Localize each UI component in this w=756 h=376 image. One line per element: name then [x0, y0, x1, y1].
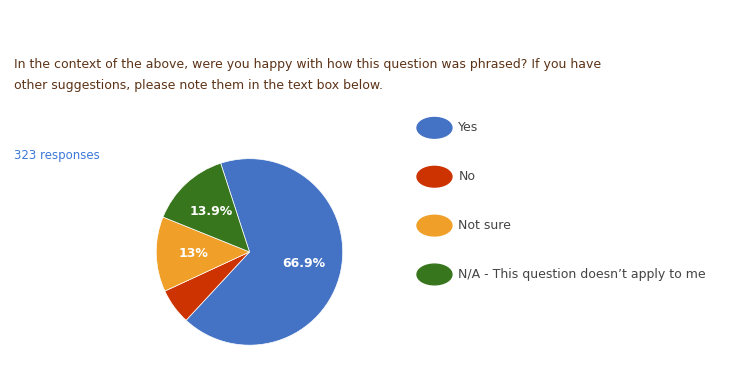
Circle shape: [417, 264, 452, 285]
Circle shape: [417, 215, 452, 236]
Text: 13.9%: 13.9%: [190, 205, 233, 217]
Text: The Marginalisation Question: The Marginalisation Question: [11, 16, 264, 31]
Text: No: No: [458, 170, 476, 183]
Wedge shape: [156, 217, 249, 291]
Text: Not sure: Not sure: [458, 219, 511, 232]
Circle shape: [417, 117, 452, 138]
Text: 66.9%: 66.9%: [283, 258, 326, 270]
Text: Yes: Yes: [458, 121, 479, 134]
Circle shape: [417, 167, 452, 187]
Text: N/A - This question doesn’t apply to me: N/A - This question doesn’t apply to me: [458, 268, 706, 281]
Wedge shape: [186, 159, 342, 345]
Text: In the context of the above, were you happy with how this question was phrased? : In the context of the above, were you ha…: [14, 58, 601, 92]
Text: 13%: 13%: [178, 247, 209, 260]
Text: 323 responses: 323 responses: [14, 149, 99, 162]
Wedge shape: [165, 252, 249, 320]
Wedge shape: [163, 163, 249, 252]
